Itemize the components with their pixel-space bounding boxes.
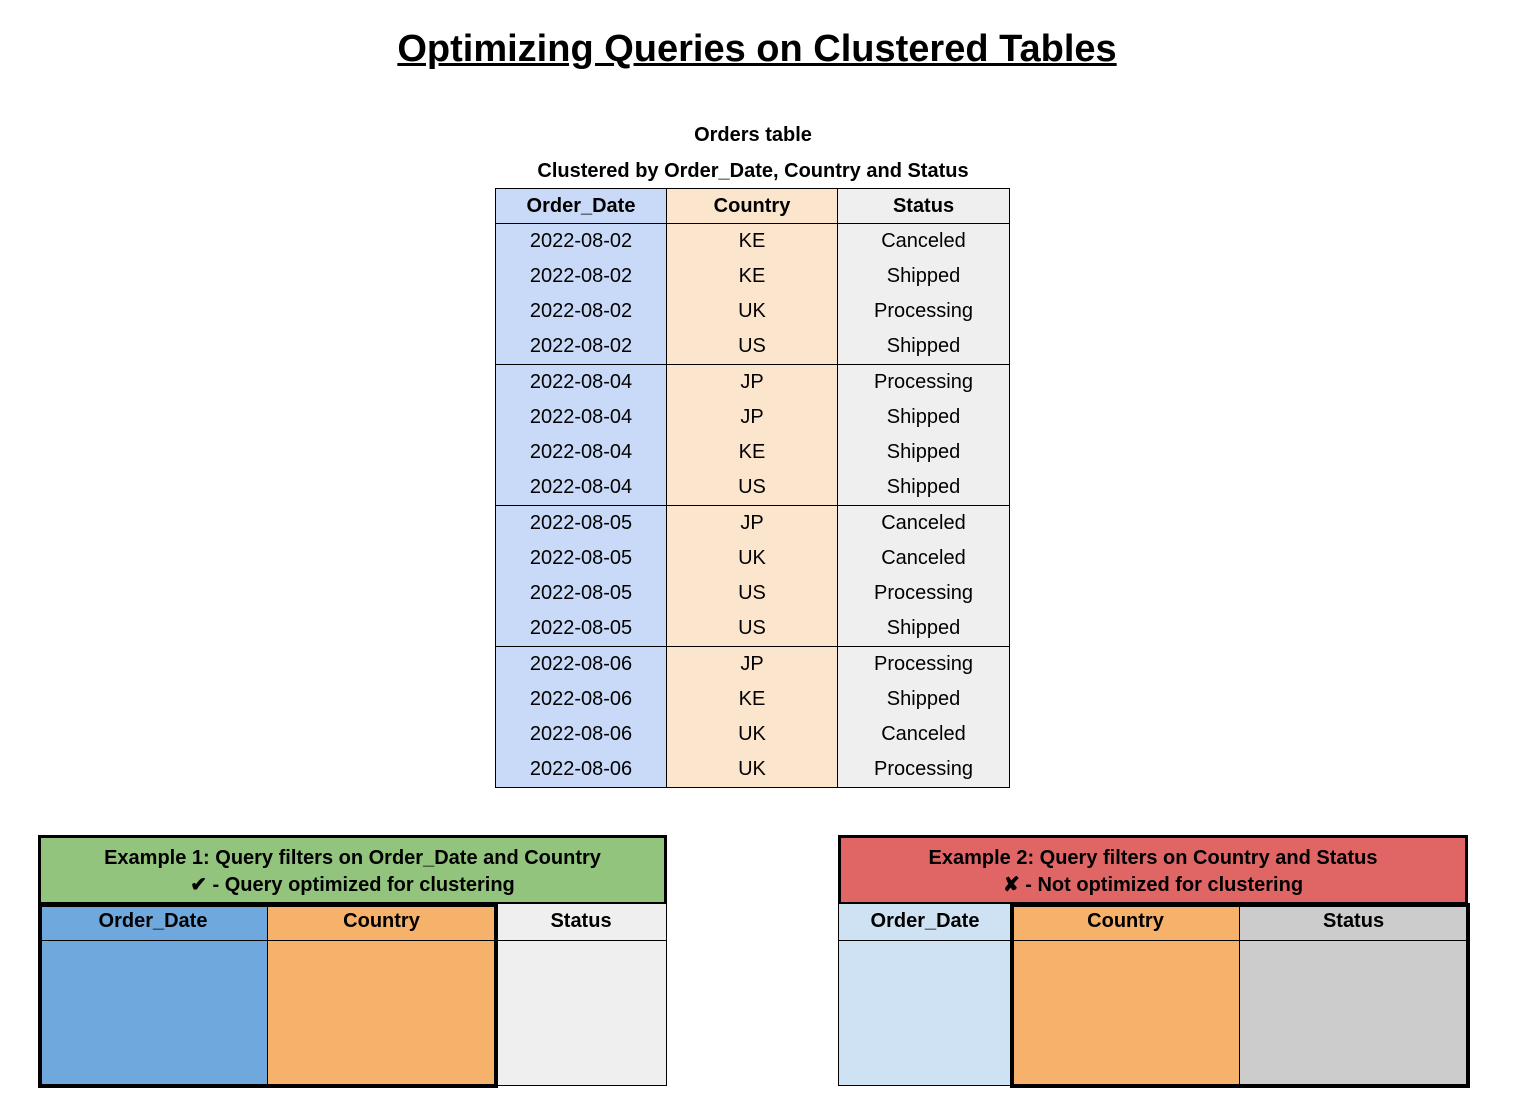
country-cell: KE <box>666 259 838 294</box>
table-row: 2022-08-05 US Shipped <box>495 611 1010 647</box>
example-2-result: ✘ - Not optimized for clustering <box>1002 874 1304 896</box>
order-date-cell: 2022-08-06 <box>495 682 667 717</box>
table-row: 2022-08-02 KE Canceled <box>495 223 1010 259</box>
status-cell: Shipped <box>837 435 1010 470</box>
country-cell: KE <box>666 435 838 470</box>
status-cell: Shipped <box>837 470 1010 506</box>
table-row: 2022-08-02 US Shipped <box>495 329 1010 365</box>
status-cell: Shipped <box>837 400 1010 435</box>
orders-table-caption: Orders table <box>694 124 812 146</box>
example-1-result: ✔ - Query optimized for clustering <box>190 874 515 896</box>
example-2-header: Example 2: Query filters on Country and … <box>838 835 1468 905</box>
orders-table: Order_Date Country Status 2022-08-02 KE Ca… <box>495 188 1010 788</box>
order-date-cell: 2022-08-02 <box>495 223 667 259</box>
status-cell: Canceled <box>837 505 1010 541</box>
country-cell: JP <box>666 646 838 682</box>
table-row: 2022-08-04 US Shipped <box>495 470 1010 506</box>
country-cell: US <box>666 470 838 506</box>
table-row: 2022-08-06 UK Canceled <box>495 717 1010 752</box>
column-header-country: Country <box>666 188 838 224</box>
example-2-column-order-date: Order_Date <box>838 903 1012 941</box>
example-1-header: Example 1: Query filters on Order_Date a… <box>38 835 667 905</box>
order-date-cell: 2022-08-05 <box>495 541 667 576</box>
example-1-order-date-body <box>38 940 268 1086</box>
table-row: 2022-08-06 UK Processing <box>495 752 1010 788</box>
example-2-status-body <box>1239 940 1468 1086</box>
status-cell: Shipped <box>837 682 1010 717</box>
table-row: 2022-08-06 KE Shipped <box>495 682 1010 717</box>
example-2-title: Example 2: Query filters on Country and … <box>928 847 1378 869</box>
table-row: 2022-08-05 UK Canceled <box>495 541 1010 576</box>
example-1-title: Example 1: Query filters on Order_Date a… <box>104 847 601 869</box>
column-header-order-date: Order_Date <box>495 188 667 224</box>
status-cell: Processing <box>837 294 1010 329</box>
order-date-cell: 2022-08-04 <box>495 435 667 470</box>
example-1-status-body <box>495 940 667 1086</box>
order-date-cell: 2022-08-04 <box>495 364 667 400</box>
table-row: 2022-08-04 KE Shipped <box>495 435 1010 470</box>
country-cell: UK <box>666 294 838 329</box>
order-date-cell: 2022-08-05 <box>495 611 667 647</box>
example-1-column-country: Country <box>267 903 496 941</box>
example-2-column-country: Country <box>1011 903 1240 941</box>
country-cell: JP <box>666 400 838 435</box>
order-date-cell: 2022-08-06 <box>495 717 667 752</box>
country-cell: KE <box>666 682 838 717</box>
country-cell: JP <box>666 364 838 400</box>
order-date-cell: 2022-08-02 <box>495 259 667 294</box>
order-date-cell: 2022-08-05 <box>495 576 667 611</box>
table-row: 2022-08-06 JP Processing <box>495 646 1010 682</box>
country-cell: KE <box>666 223 838 259</box>
order-date-cell: 2022-08-05 <box>495 505 667 541</box>
example-1-column-order-date: Order_Date <box>38 903 268 941</box>
orders-table-subcaption: Clustered by Order_Date, Country and Sta… <box>537 160 969 182</box>
status-cell: Processing <box>837 752 1010 788</box>
country-cell: US <box>666 329 838 365</box>
example-1-country-body <box>267 940 496 1086</box>
table-row: 2022-08-02 UK Processing <box>495 294 1010 329</box>
table-row: 2022-08-02 KE Shipped <box>495 259 1010 294</box>
example-2-column-status: Status <box>1239 903 1468 941</box>
page-title: Optimizing Queries on Clustered Tables <box>397 28 1117 70</box>
country-cell: UK <box>666 717 838 752</box>
country-cell: JP <box>666 505 838 541</box>
status-cell: Processing <box>837 576 1010 611</box>
order-date-cell: 2022-08-04 <box>495 470 667 506</box>
order-date-cell: 2022-08-06 <box>495 752 667 788</box>
status-cell: Shipped <box>837 259 1010 294</box>
country-cell: US <box>666 576 838 611</box>
example-2-order-date-body <box>838 940 1012 1086</box>
column-header-status: Status <box>837 188 1010 224</box>
order-date-cell: 2022-08-06 <box>495 646 667 682</box>
order-date-cell: 2022-08-02 <box>495 329 667 365</box>
status-cell: Shipped <box>837 329 1010 365</box>
status-cell: Canceled <box>837 223 1010 259</box>
table-row: 2022-08-05 US Processing <box>495 576 1010 611</box>
table-row: 2022-08-04 JP Shipped <box>495 400 1010 435</box>
table-row: 2022-08-05 JP Canceled <box>495 505 1010 541</box>
order-date-cell: 2022-08-04 <box>495 400 667 435</box>
example-1-column-status: Status <box>495 903 667 941</box>
status-cell: Canceled <box>837 717 1010 752</box>
status-cell: Processing <box>837 646 1010 682</box>
country-cell: US <box>666 611 838 647</box>
table-row: 2022-08-04 JP Processing <box>495 364 1010 400</box>
order-date-cell: 2022-08-02 <box>495 294 667 329</box>
status-cell: Shipped <box>837 611 1010 647</box>
status-cell: Processing <box>837 364 1010 400</box>
status-cell: Canceled <box>837 541 1010 576</box>
country-cell: UK <box>666 752 838 788</box>
country-cell: UK <box>666 541 838 576</box>
example-2-country-body <box>1011 940 1240 1086</box>
